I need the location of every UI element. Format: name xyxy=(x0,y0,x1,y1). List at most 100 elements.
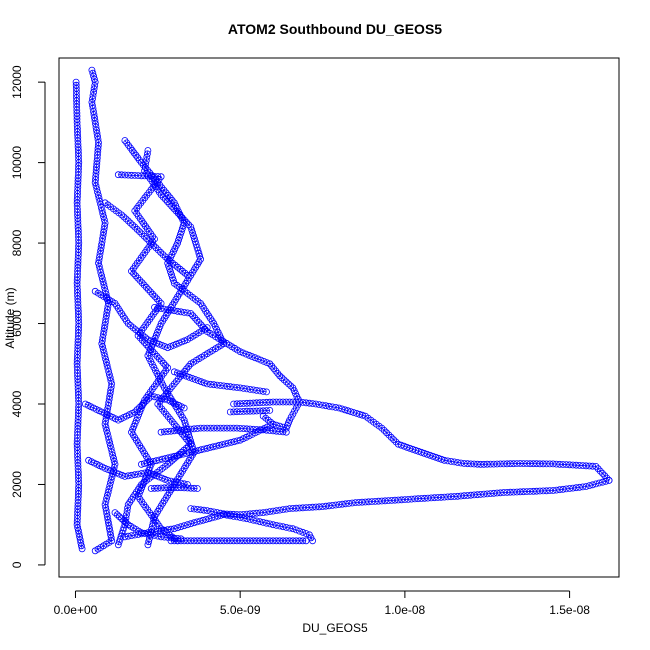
data-point xyxy=(260,357,268,365)
data-point xyxy=(91,75,98,83)
data-point xyxy=(103,426,110,434)
data-point xyxy=(240,407,247,415)
data-point xyxy=(199,516,207,524)
data-point xyxy=(170,380,178,388)
data-point xyxy=(181,269,189,277)
data-point xyxy=(257,356,265,364)
data-point xyxy=(190,505,198,513)
data-point xyxy=(454,459,462,466)
data-point xyxy=(137,529,145,537)
data-point xyxy=(197,537,205,545)
data-point xyxy=(253,407,261,415)
data-point xyxy=(276,422,284,430)
data-point xyxy=(424,494,432,502)
data-point xyxy=(131,419,139,427)
data-point xyxy=(149,519,157,527)
data-point xyxy=(470,460,478,468)
data-point xyxy=(270,365,278,373)
data-point xyxy=(184,309,191,317)
data-point xyxy=(130,149,138,157)
data-point xyxy=(138,401,146,409)
data-point xyxy=(287,382,295,390)
data-point xyxy=(249,516,257,524)
data-point xyxy=(435,454,443,462)
data-point xyxy=(302,399,310,407)
data-point xyxy=(180,308,188,316)
data-point xyxy=(124,532,132,540)
data-point xyxy=(477,490,485,498)
data-point xyxy=(387,433,395,441)
data-point xyxy=(180,522,188,530)
y-tick-label: 0 xyxy=(10,561,24,568)
data-point xyxy=(296,537,303,545)
data-point xyxy=(164,484,172,492)
data-point xyxy=(181,337,189,345)
data-point xyxy=(102,290,110,298)
x-tick-label: 1.0e-08 xyxy=(385,603,426,617)
data-point xyxy=(138,279,146,287)
data-point xyxy=(599,469,606,477)
data-point xyxy=(167,477,175,485)
data-point xyxy=(406,444,414,452)
data-point xyxy=(187,505,195,513)
data-point xyxy=(299,504,307,512)
data-point xyxy=(513,460,521,468)
data-point xyxy=(338,500,346,508)
data-point xyxy=(126,219,134,227)
data-point xyxy=(368,498,376,506)
data-point xyxy=(173,369,181,377)
data-point xyxy=(184,537,191,545)
data-point xyxy=(170,205,178,213)
data-point xyxy=(100,213,107,221)
data-point xyxy=(167,534,175,542)
data-point xyxy=(243,385,251,393)
data-point xyxy=(170,307,178,315)
data-point xyxy=(375,497,382,505)
data-point xyxy=(312,400,320,408)
data-point xyxy=(226,537,234,545)
data-point xyxy=(292,537,300,545)
data-point xyxy=(151,293,159,300)
data-point xyxy=(543,460,550,468)
data-point xyxy=(210,537,218,545)
data-point xyxy=(253,517,261,525)
data-point xyxy=(111,460,119,468)
data-point xyxy=(170,420,178,428)
plot-area-frame xyxy=(58,57,620,578)
data-point xyxy=(152,244,160,252)
data-point xyxy=(342,500,350,508)
data-point xyxy=(105,368,113,375)
data-point xyxy=(533,460,540,468)
data-point xyxy=(136,403,143,411)
data-point xyxy=(167,306,175,314)
data-point xyxy=(493,489,501,497)
data-point xyxy=(134,414,141,421)
data-point xyxy=(187,537,195,545)
data-point xyxy=(95,259,102,267)
data-point xyxy=(151,350,159,358)
data-point xyxy=(582,483,590,490)
data-point xyxy=(164,476,172,484)
data-point xyxy=(383,429,390,437)
data-point xyxy=(170,368,178,376)
data-point xyxy=(496,460,504,468)
data-point xyxy=(100,349,108,357)
data-point xyxy=(105,485,113,493)
data-point xyxy=(155,340,163,348)
data-point xyxy=(216,382,224,389)
data-point xyxy=(167,525,175,533)
data-point xyxy=(172,377,180,385)
data-point xyxy=(483,460,491,468)
data-point xyxy=(191,376,199,383)
data-point xyxy=(118,211,125,219)
data-point xyxy=(464,460,471,468)
data-point xyxy=(332,403,340,411)
data-point xyxy=(305,503,313,511)
data-point xyxy=(286,505,294,513)
data-point xyxy=(289,504,297,512)
data-point xyxy=(98,272,105,280)
data-point xyxy=(516,488,524,496)
data-point xyxy=(145,237,153,245)
data-point xyxy=(193,316,201,324)
data-point xyxy=(197,424,205,432)
